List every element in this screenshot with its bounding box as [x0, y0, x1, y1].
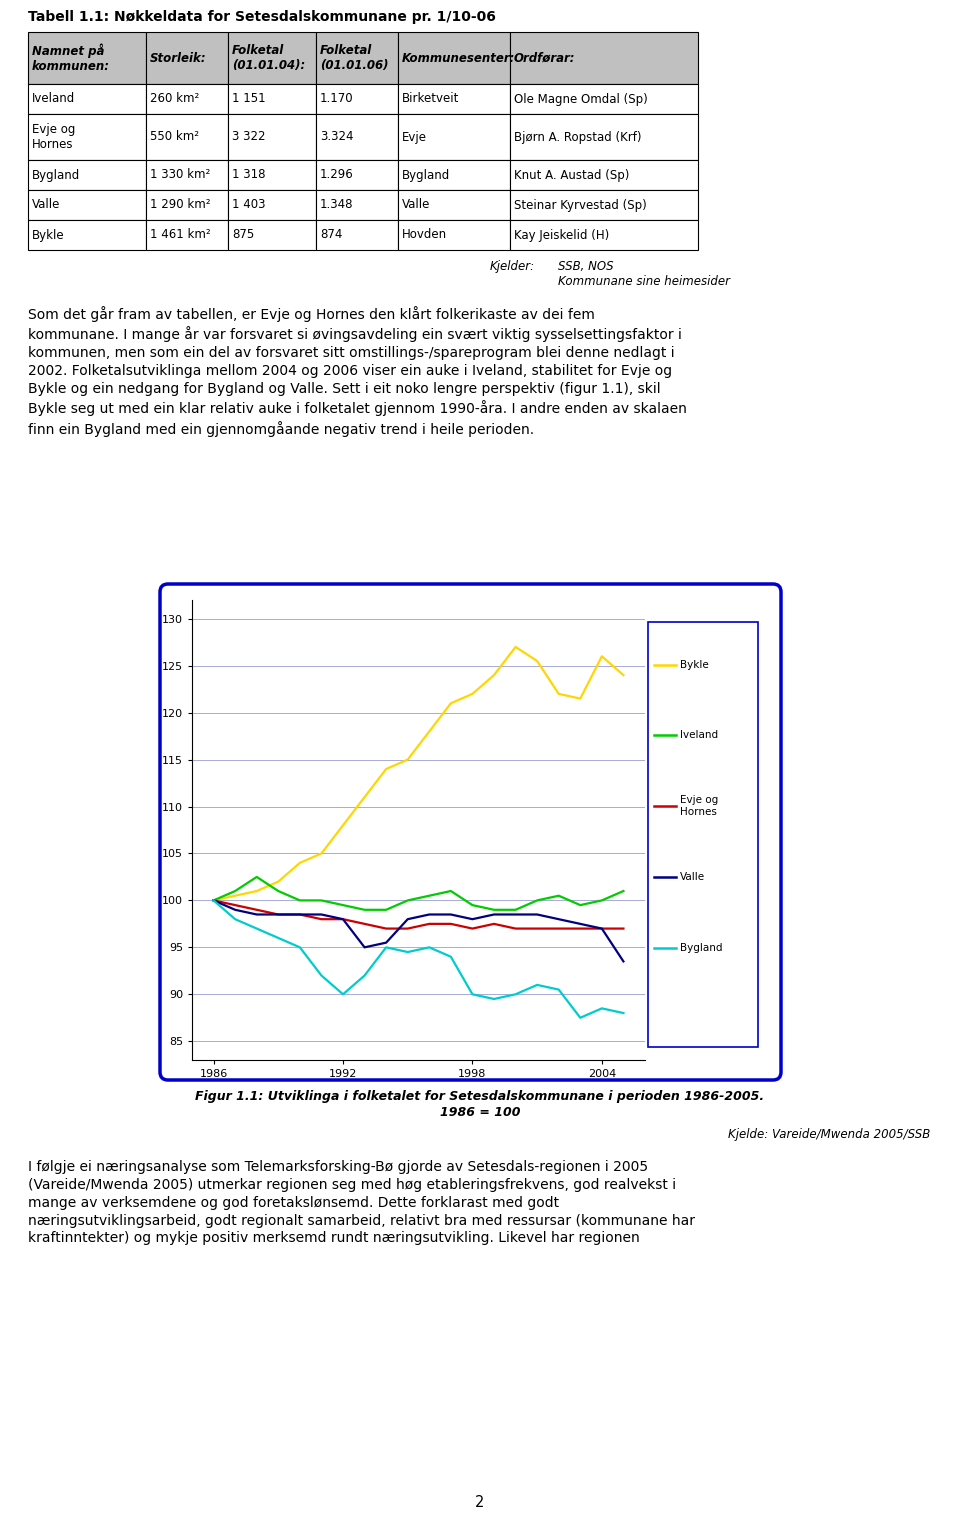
Text: Hovden: Hovden — [402, 229, 447, 241]
Text: Valle: Valle — [402, 199, 430, 211]
Text: 1 330 km²: 1 330 km² — [150, 168, 210, 182]
Text: 1.296: 1.296 — [320, 168, 353, 182]
Bar — [510, 159, 698, 190]
Bar — [648, 622, 758, 1047]
Text: 1.348: 1.348 — [320, 199, 353, 211]
Text: Iveland: Iveland — [680, 730, 718, 741]
Text: Folketal
(01.01.04):: Folketal (01.01.04): — [232, 44, 305, 71]
Bar — [398, 32, 510, 83]
Text: I følgje ei næringsanalyse som Telemarksforsking-Bø gjorde av Setesdals-regionen: I følgje ei næringsanalyse som Telemarks… — [28, 1160, 695, 1245]
Text: 1.170: 1.170 — [320, 93, 353, 105]
Text: 550 km²: 550 km² — [150, 131, 199, 144]
Text: Storleik:: Storleik: — [150, 52, 206, 64]
Bar — [228, 114, 316, 159]
Bar — [228, 190, 316, 220]
Bar — [510, 114, 698, 159]
Text: Bykle: Bykle — [32, 229, 64, 241]
Bar — [398, 159, 510, 190]
Bar — [146, 32, 228, 83]
Bar — [398, 220, 510, 250]
Text: 260 km²: 260 km² — [150, 93, 200, 105]
Bar — [316, 220, 398, 250]
Bar — [28, 220, 146, 250]
Text: 1 290 km²: 1 290 km² — [150, 199, 210, 211]
Bar — [228, 83, 316, 114]
Text: SSB, NOS
Kommunane sine heimesider: SSB, NOS Kommunane sine heimesider — [558, 260, 730, 288]
Bar — [28, 32, 146, 83]
Text: Knut A. Austad (Sp): Knut A. Austad (Sp) — [514, 168, 630, 182]
Text: 1 151: 1 151 — [232, 93, 266, 105]
Bar — [316, 32, 398, 83]
Bar — [398, 190, 510, 220]
Text: Kjelde: Vareide/Mwenda 2005/SSB: Kjelde: Vareide/Mwenda 2005/SSB — [728, 1128, 930, 1142]
Text: Bygland: Bygland — [680, 943, 723, 953]
Text: Evje: Evje — [402, 131, 427, 144]
Text: Namnet på
kommunen:: Namnet på kommunen: — [32, 43, 110, 73]
Text: Valle: Valle — [32, 199, 60, 211]
Bar — [510, 32, 698, 83]
Bar — [28, 190, 146, 220]
Text: Bjørn A. Ropstad (Krf): Bjørn A. Ropstad (Krf) — [514, 131, 641, 144]
Text: Bygland: Bygland — [32, 168, 81, 182]
Bar — [28, 159, 146, 190]
Bar — [510, 190, 698, 220]
Bar — [146, 159, 228, 190]
Text: Tabell 1.1: Nøkkeldata for Setesdalskommunane pr. 1/10-06: Tabell 1.1: Nøkkeldata for Setesdalskomm… — [28, 11, 496, 24]
Bar — [146, 220, 228, 250]
Text: 3.324: 3.324 — [320, 131, 353, 144]
Bar — [146, 114, 228, 159]
Text: Kay Jeiskelid (H): Kay Jeiskelid (H) — [514, 229, 610, 241]
Text: Ordførar:: Ordførar: — [514, 52, 575, 64]
Text: Folketal
(01.01.06): Folketal (01.01.06) — [320, 44, 389, 71]
Text: Kommunesenter:: Kommunesenter: — [402, 52, 516, 64]
Text: Bygland: Bygland — [402, 168, 450, 182]
Text: Kjelder:: Kjelder: — [490, 260, 535, 273]
Text: 1 318: 1 318 — [232, 168, 266, 182]
Bar — [146, 190, 228, 220]
Text: 1 403: 1 403 — [232, 199, 266, 211]
Bar — [316, 114, 398, 159]
Bar — [228, 220, 316, 250]
Text: Birketveit: Birketveit — [402, 93, 460, 105]
Bar — [510, 83, 698, 114]
Bar — [228, 32, 316, 83]
FancyBboxPatch shape — [160, 584, 781, 1079]
Text: 2: 2 — [475, 1495, 485, 1510]
Bar — [316, 159, 398, 190]
Text: Valle: Valle — [680, 871, 706, 882]
Text: 1 461 km²: 1 461 km² — [150, 229, 210, 241]
Text: Evje og
Hornes: Evje og Hornes — [680, 795, 718, 817]
Text: Iveland: Iveland — [32, 93, 75, 105]
Bar — [28, 83, 146, 114]
Bar — [146, 83, 228, 114]
Bar — [28, 114, 146, 159]
Text: 875: 875 — [232, 229, 254, 241]
Text: Ole Magne Omdal (Sp): Ole Magne Omdal (Sp) — [514, 93, 648, 105]
Bar — [316, 83, 398, 114]
Text: Evje og
Hornes: Evje og Hornes — [32, 123, 76, 150]
Bar — [316, 190, 398, 220]
Text: Bykle: Bykle — [680, 659, 708, 669]
Text: Steinar Kyrvestad (Sp): Steinar Kyrvestad (Sp) — [514, 199, 647, 211]
Bar — [398, 114, 510, 159]
Text: Som det går fram av tabellen, er Evje og Hornes den klårt folkerikaste av dei fe: Som det går fram av tabellen, er Evje og… — [28, 307, 686, 437]
Bar — [228, 159, 316, 190]
Text: Figur 1.1: Utviklinga i folketalet for Setesdalskommunane i perioden 1986-2005.: Figur 1.1: Utviklinga i folketalet for S… — [196, 1090, 764, 1104]
Text: 1986 = 100: 1986 = 100 — [440, 1107, 520, 1119]
Bar — [510, 220, 698, 250]
Bar — [398, 83, 510, 114]
Text: 874: 874 — [320, 229, 343, 241]
Text: 3 322: 3 322 — [232, 131, 266, 144]
